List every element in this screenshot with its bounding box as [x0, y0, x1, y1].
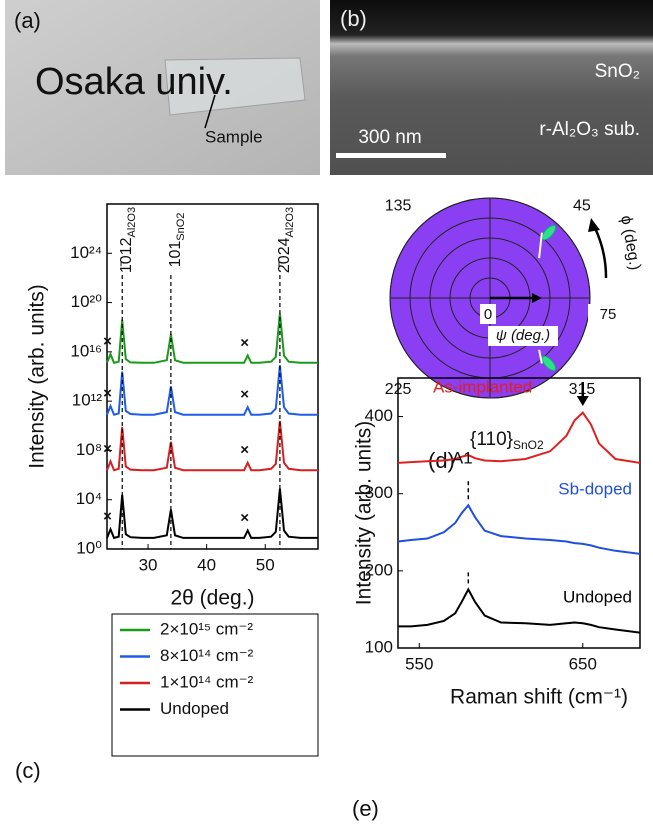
impurity-marker: × [103, 333, 112, 350]
y-axis-label: Intensity (arb. units) [353, 421, 376, 605]
peak-label-sub: SnO2 [175, 213, 187, 241]
impurity-marker: × [240, 334, 249, 351]
photo-annotation: Sample [205, 127, 263, 146]
legend-box [111, 613, 319, 757]
r-tick-box [480, 304, 496, 324]
x-tick-label: 40 [197, 555, 216, 574]
plot-frame [397, 377, 641, 649]
sample-pointer [204, 94, 216, 129]
impurity-marker: × [240, 442, 249, 459]
pole-label-main: {110} [470, 429, 513, 450]
photo-annotation: SnO₂ [595, 61, 640, 82]
series-label: Sb-doped [558, 479, 632, 498]
impurity-marker: × [240, 386, 249, 403]
psi-arrow-head [532, 293, 542, 303]
peak-label-sub: Al2O3 [126, 207, 138, 238]
x-tick-label: 650 [569, 654, 597, 673]
series-label: Undoped [563, 587, 632, 606]
y-tick-label: 300 [365, 483, 393, 502]
series-line [106, 488, 318, 540]
panel-label: (b) [340, 6, 367, 31]
panel-label: (a) [14, 8, 41, 33]
legend-label: Undoped [160, 699, 229, 718]
angle-axis-label: ϕ (deg.) [617, 214, 643, 271]
legend-label: 2×10¹⁵ cm⁻² [160, 619, 253, 638]
legend-label: 1×10¹⁴ cm⁻² [160, 672, 254, 691]
peak-label-main: 2̄024 [276, 237, 293, 273]
pole-label-sub: SnO2 [513, 438, 544, 452]
pole-label: {110}SnO2 [470, 429, 544, 452]
impurity-marker: × [103, 440, 112, 457]
y-axis-label: Intensity (arb. units) [26, 284, 49, 468]
y-tick-label: 200 [365, 560, 393, 579]
r-tick-label: 0 [484, 306, 492, 323]
scale-label: 300 nm [358, 127, 421, 148]
peak-label: 1̄012Al2O3 [118, 207, 138, 273]
series-line [106, 365, 318, 416]
spot-arrow [538, 349, 543, 364]
y-tick-label: 100 [365, 637, 393, 656]
impurity-marker: × [103, 508, 112, 525]
impurity-marker: × [103, 385, 112, 402]
sample-piece [164, 57, 306, 116]
pole-spot [541, 224, 557, 241]
panel-label: (e) [352, 796, 379, 821]
x-axis-label: 2θ (deg.) [170, 587, 254, 610]
peak-label: 101SnO2 [167, 213, 187, 268]
angle-tick-label: 45 [573, 197, 591, 214]
r-label-box [488, 326, 558, 346]
r-tick-box [588, 304, 612, 324]
peak-label: A1 [452, 448, 473, 467]
y-tick-label: 10²⁰ [71, 292, 103, 311]
phi-arrow [593, 227, 608, 279]
scale-bar [336, 153, 446, 158]
series-line [106, 420, 318, 472]
peak-label-sub: Al2O3 [284, 207, 296, 238]
peak-label-main: 101 [167, 241, 184, 268]
x-tick-label: 50 [256, 555, 275, 574]
y-tick-label: 400 [365, 406, 393, 425]
series-label: As-implanted [433, 377, 532, 396]
y-tick-label: 10¹² [72, 391, 103, 410]
y-tick-label: 10¹⁶ [70, 341, 102, 360]
y-tick-label: 10⁸ [76, 440, 102, 459]
pole-spot [541, 355, 557, 372]
photo-b [330, 0, 653, 175]
peak-label: 2̄024Al2O3 [276, 207, 296, 273]
spot-arrow [538, 232, 543, 259]
legend-label: 8×10¹⁴ cm⁻² [160, 646, 254, 665]
x-axis-label: Raman shift (cm⁻¹) [450, 686, 628, 709]
series-line [397, 503, 641, 555]
series-line [106, 313, 318, 364]
series-line [398, 587, 641, 634]
x-tick-label: 550 [405, 654, 433, 673]
photo-text: Osaka univ. [35, 61, 233, 103]
photo-annotation: r-Al₂O₃ sub. [539, 119, 640, 140]
phi-arrow-head [588, 218, 600, 232]
series-line [397, 411, 641, 464]
peak-arrow-head [576, 396, 589, 406]
y-tick-label: 10²⁴ [70, 243, 102, 262]
y-tick-label: 10⁰ [76, 538, 102, 557]
peak-label-main: 1̄012 [118, 237, 135, 273]
panel-label: (c) [15, 758, 41, 783]
angle-tick-label: 135 [385, 197, 412, 214]
plot-frame [106, 203, 319, 550]
r-axis-label: ψ (deg.) [496, 327, 550, 344]
r-tick-label: 75 [600, 306, 617, 323]
y-tick-label: 10⁴ [76, 489, 102, 508]
impurity-marker: × [240, 509, 249, 526]
x-tick-label: 30 [139, 555, 158, 574]
